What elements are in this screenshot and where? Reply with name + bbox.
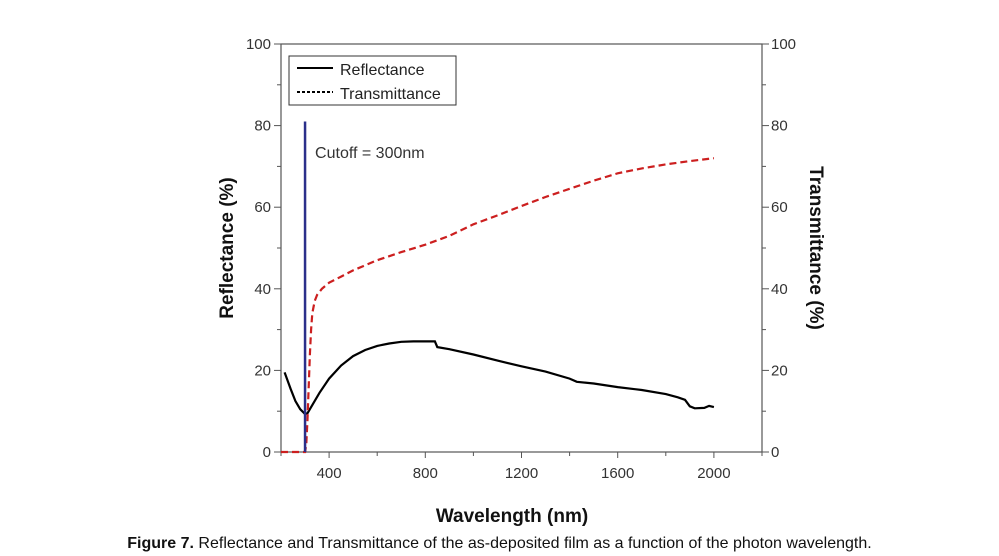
- caption-text: Reflectance and Transmittance of the as-…: [193, 535, 872, 552]
- x-tick-label: 1600: [601, 465, 634, 482]
- y-tick-label-right: 20: [771, 362, 788, 379]
- figure-caption: Figure 7. Reflectance and Transmittance …: [0, 535, 999, 553]
- y-tick-label-right: 100: [771, 36, 796, 53]
- series-reflectance: [283, 340, 715, 416]
- x-axis-label: Wavelength (nm): [436, 506, 588, 527]
- legend: Reflectance Transmittance: [288, 55, 457, 106]
- x-tick-label: 400: [317, 465, 342, 482]
- y-tick-label-right: 80: [771, 118, 788, 135]
- legend-label-transmittance: Transmittance: [340, 86, 441, 103]
- legend-box: [288, 55, 457, 106]
- series-lines: [281, 157, 715, 454]
- y-tick-label-right: 0: [771, 444, 779, 461]
- y-axis-label-right: Transmittance (%): [805, 166, 826, 330]
- legend-label-reflectance: Reflectance: [340, 62, 425, 79]
- y-tick-label-left: 0: [263, 444, 271, 461]
- y-tick-label-left: 40: [254, 281, 271, 298]
- y-axis-label-left: Reflectance (%): [217, 177, 238, 319]
- x-tick-label: 800: [413, 465, 438, 482]
- x-tick-label: 1200: [505, 465, 538, 482]
- y-tick-label-left: 80: [254, 118, 271, 135]
- y-tick-label-left: 20: [254, 362, 271, 379]
- series-transmittance: [281, 157, 715, 454]
- y-tick-label-left: 100: [246, 36, 271, 53]
- y-tick-label-right: 40: [771, 281, 788, 298]
- y-tick-label-right: 60: [771, 199, 788, 216]
- ticks: 400 800 1200 1600 2000 0 0 20 20 40 40 60 60 80 80 100 1…: [246, 36, 796, 482]
- x-tick-label: 2000: [697, 465, 730, 482]
- caption-label: Figure 7.: [127, 535, 194, 552]
- cutoff-label: Cutoff = 300nm: [315, 145, 425, 162]
- y-tick-label-left: 60: [254, 199, 271, 216]
